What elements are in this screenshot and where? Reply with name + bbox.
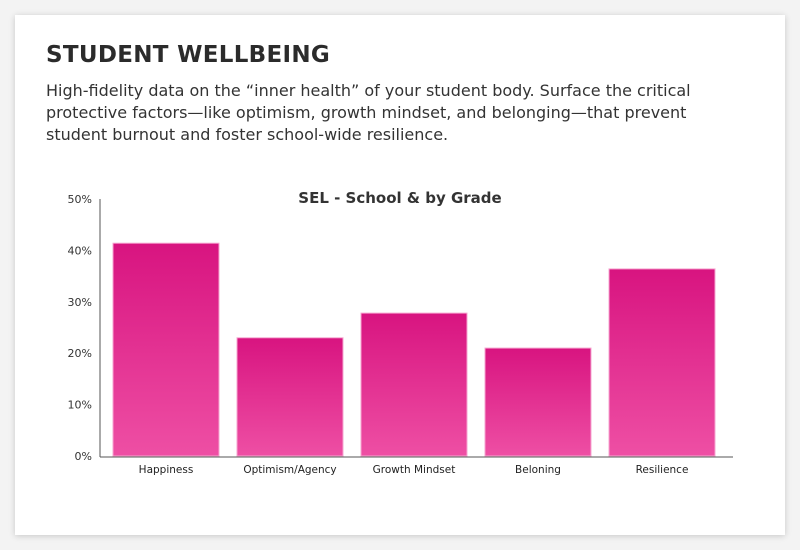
x-tick-label: Growth Mindset <box>373 464 456 476</box>
y-tick-label: 30% <box>68 296 92 309</box>
y-tick-label: 0% <box>75 450 92 463</box>
chart-title: SEL - School & by Grade <box>298 189 501 207</box>
bar-beloning <box>484 347 592 457</box>
bar-resilience <box>608 268 716 457</box>
bar-optimism-agency <box>236 337 344 457</box>
page-title: STUDENT WELLBEING <box>46 42 331 68</box>
y-tick-label: 20% <box>68 347 92 360</box>
x-tick-label: Beloning <box>515 464 561 476</box>
bar-growth-mindset <box>360 312 468 457</box>
x-tick-label: Resilience <box>636 464 689 476</box>
bar-happiness <box>112 242 220 457</box>
y-tick-label: 10% <box>68 399 92 412</box>
x-tick-label: Happiness <box>139 464 194 476</box>
y-tick-label: 50% <box>68 193 92 206</box>
y-tick-label: 40% <box>68 244 92 257</box>
page-description: High-fidelity data on the “inner health”… <box>46 81 691 144</box>
x-tick-label: Optimism/Agency <box>243 464 336 476</box>
